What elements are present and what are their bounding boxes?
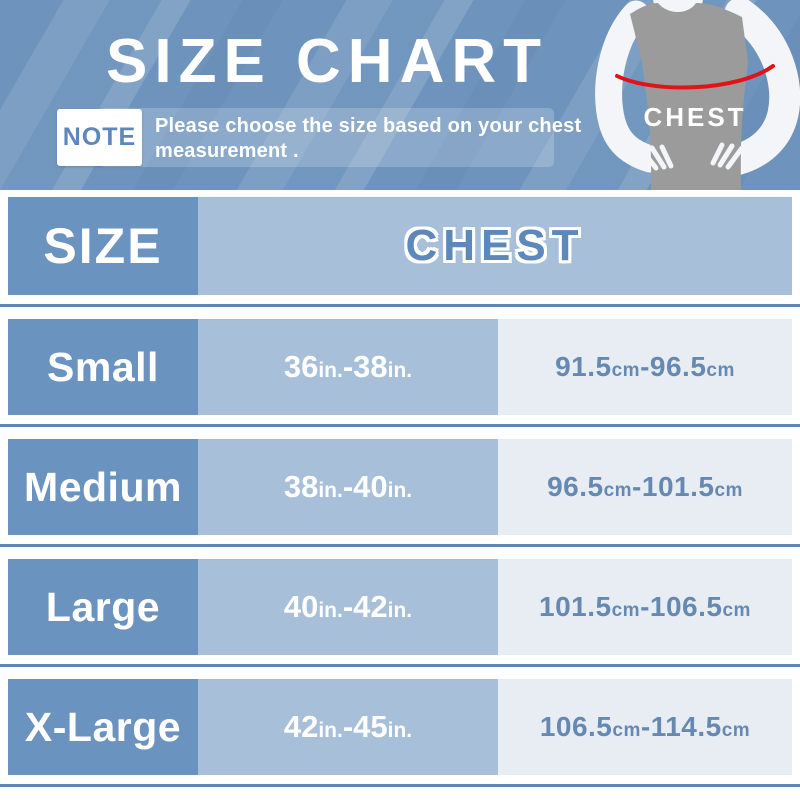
range-dash: - [342, 349, 354, 384]
size-table-body: Small 36in.-38in. 91.5cm-96.5cm Medium 3… [0, 304, 800, 787]
range-min: 36 [283, 349, 319, 384]
range-dash: - [342, 589, 354, 624]
range-max: 96.5 [649, 351, 707, 382]
size-cell: Medium [8, 439, 198, 535]
page-title: SIZE CHART [106, 27, 548, 96]
figure-fingers [639, 142, 745, 171]
note-section: Please choose the size based on your che… [57, 108, 581, 167]
range-min: 96.5 [547, 471, 604, 502]
row-divider-line [0, 664, 800, 667]
inches-range: 40in.-42in. [284, 589, 412, 625]
range-dash: - [342, 709, 354, 744]
cm-cell: 96.5cm-101.5cm [498, 439, 792, 535]
note-text: Please choose the size based on your che… [155, 115, 582, 162]
cm-range: 101.5cm-106.5cm [539, 591, 751, 623]
inches-cell: 36in.-38in. [198, 319, 498, 415]
range-min: 106.5 [539, 711, 613, 742]
range-dash: - [640, 351, 650, 382]
size-cell-label: Large [45, 583, 161, 630]
table-header-row: SIZE CHEST [8, 197, 792, 295]
inches-cell: 38in.-40in. [198, 439, 498, 535]
note-band [99, 108, 554, 167]
header-chest-cell: CHEST [198, 197, 792, 295]
cm-cell: 106.5cm-114.5cm [498, 679, 792, 775]
range-min: 40 [283, 589, 319, 624]
cm-range: 96.5cm-101.5cm [547, 471, 743, 503]
range-min: 42 [283, 709, 319, 744]
table-row: Medium 38in.-40in. 96.5cm-101.5cm [8, 439, 792, 535]
header-chest-label: CHEST [405, 221, 585, 270]
range-dash: - [640, 591, 650, 622]
inches-cell: 40in.-42in. [198, 559, 498, 655]
chest-measure-line [615, 64, 775, 90]
note-badge: NOTE [57, 109, 142, 166]
table-row: X-Large 42in.-45in. 106.5cm-114.5cm [8, 679, 792, 775]
range-max: 45 [353, 709, 388, 744]
size-cell: X-Large [8, 679, 198, 775]
unit-label: in. [387, 359, 413, 382]
range-max: 38 [353, 349, 388, 384]
table-row: Small 36in.-38in. 91.5cm-96.5cm [8, 319, 792, 415]
range-min: 91.5 [555, 351, 612, 382]
size-cell-label: X-Large [24, 703, 182, 750]
size-cell: Small [8, 319, 198, 415]
cm-cell: 91.5cm-96.5cm [498, 319, 792, 415]
header-size-cell: SIZE [8, 197, 198, 295]
range-dash: - [632, 471, 642, 502]
range-max: 101.5 [641, 471, 715, 502]
unit-label: cm [714, 480, 743, 501]
unit-label: cm [721, 720, 751, 741]
unit-label: cm [722, 600, 751, 621]
range-dash: - [342, 469, 354, 504]
range-max: 42 [353, 589, 388, 624]
cm-cell: 101.5cm-106.5cm [498, 559, 792, 655]
size-cell-label: Small [47, 343, 159, 390]
unit-label: cm [603, 480, 633, 501]
unit-label: in. [318, 599, 343, 622]
unit-label: cm [612, 720, 641, 741]
inches-range: 38in.-40in. [284, 469, 412, 505]
unit-label: in. [387, 479, 413, 502]
row-divider-line [0, 544, 800, 547]
size-table: SIZE CHEST Small 36in.-38in. 91.5cm-96.5… [0, 197, 800, 787]
chest-illustration-label: CHEST [643, 102, 746, 132]
unit-label: cm [611, 600, 641, 621]
tank-top [630, 3, 748, 190]
row-divider-line [0, 784, 800, 787]
chest-measurement-illustration: CHEST [595, 0, 800, 190]
row-divider-line [0, 424, 800, 427]
unit-label: cm [706, 360, 735, 381]
inches-range: 42in.-45in. [284, 709, 412, 745]
cm-range: 106.5cm-114.5cm [540, 711, 750, 743]
range-max: 106.5 [649, 591, 723, 622]
inches-cell: 42in.-45in. [198, 679, 498, 775]
header-size-label: SIZE [43, 218, 163, 274]
cm-range: 91.5cm-96.5cm [555, 351, 735, 383]
row-divider-line [0, 304, 800, 307]
range-max: 40 [353, 469, 388, 504]
range-min: 101.5 [539, 591, 612, 622]
figure-right-arm [720, 0, 800, 176]
table-row: Large 40in.-42in. 101.5cm-106.5cm [8, 559, 792, 655]
note-badge-label: NOTE [62, 123, 137, 151]
range-dash: - [640, 711, 651, 742]
range-max: 114.5 [650, 711, 722, 742]
size-cell: Large [8, 559, 198, 655]
unit-label: cm [611, 360, 641, 381]
unit-label: in. [387, 719, 413, 742]
unit-label: in. [318, 479, 343, 502]
banner: SIZE CHART Please choose the size based … [0, 0, 800, 190]
unit-label: in. [318, 719, 343, 742]
range-min: 38 [283, 469, 319, 504]
size-cell-label: Medium [24, 463, 182, 510]
unit-label: in. [318, 359, 343, 382]
figure-left-arm [595, 0, 664, 173]
inches-range: 36in.-38in. [284, 349, 412, 385]
unit-label: in. [387, 599, 413, 622]
